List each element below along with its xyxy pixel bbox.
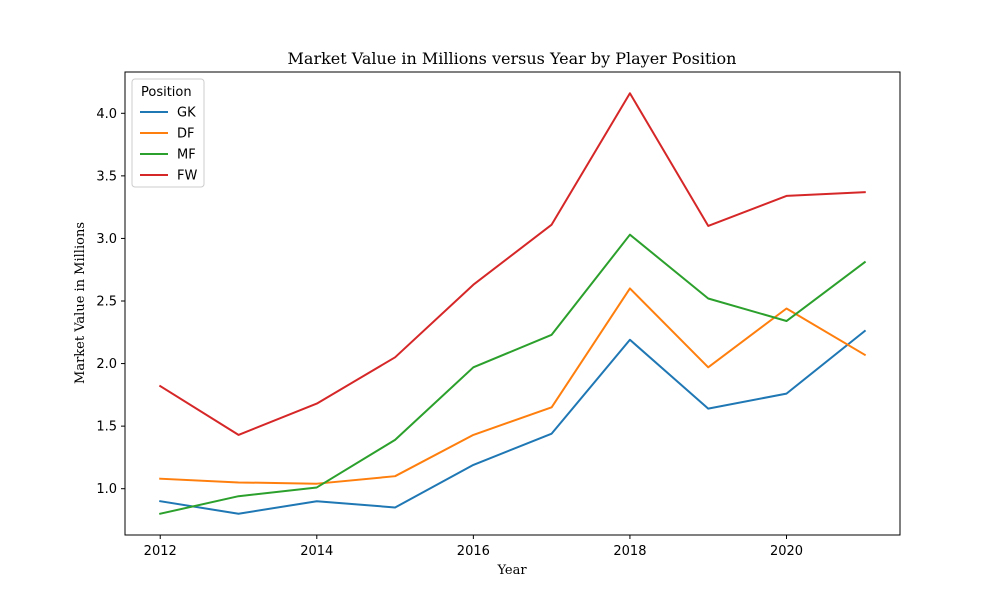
series-line-fw [158,92,866,436]
legend-label-gk: GK [177,106,196,121]
y-tick-label: 3.0 [96,232,117,247]
x-axis-label: Year [496,563,527,578]
x-tick-label: 2020 [770,544,803,559]
series-line-df [159,287,867,485]
plot-frame [124,71,901,536]
y-tick-label: 2.5 [96,294,117,309]
y-axis-label: Market Value in Millions [73,222,88,384]
series-line-mf [159,233,867,515]
y-tick-label: 3.5 [96,169,117,184]
plot-area: 2012 2014 2016 2018 2020 1.0 1.5 2.0 2.5 3.0 3.5 4.… [96,71,901,559]
series-line-gk [159,329,867,515]
y-tick-label: 2.0 [96,357,117,372]
legend-title: Position [141,85,192,100]
y-tick-label: 1.5 [96,420,117,435]
legend: Position GK DF MF FW [131,78,205,188]
legend-label-mf: MF [177,148,196,163]
y-tick-label: 1.0 [96,482,117,497]
legend-label-fw: FW [177,169,197,184]
x-tick-label: 2018 [613,544,646,559]
legend-label-df: DF [177,127,195,142]
x-tick-label: 2014 [300,544,333,559]
x-tick-label: 2016 [457,544,490,559]
y-tick-label: 4.0 [96,107,117,122]
x-tick-label: 2012 [144,544,177,559]
chart-title: Market Value in Millions versus Year by … [288,49,737,68]
